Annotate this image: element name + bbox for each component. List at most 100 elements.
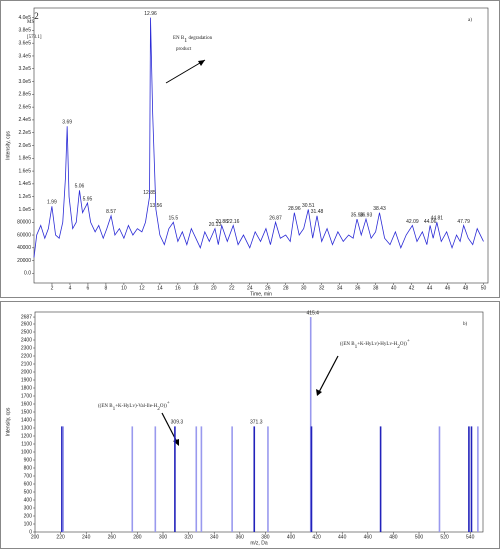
- annotation: EN B1 degradation: [173, 36, 213, 44]
- x-tick-label: 6: [87, 285, 90, 291]
- x-tick-label: 12: [139, 285, 145, 291]
- stem-bar: [61, 426, 63, 532]
- y-tick-label: 2400: [21, 337, 32, 343]
- x-axis-label: m/z, Da: [250, 540, 267, 546]
- peak-label: 415.4: [306, 310, 319, 316]
- peak-label: 20.13: [209, 222, 222, 228]
- peak-label: 371.3: [250, 420, 263, 426]
- peak-label: 38.43: [373, 206, 386, 212]
- y-tick-label: 2.4e5: [18, 117, 31, 123]
- plot-frame: [33, 7, 489, 284]
- stem-bar: [477, 426, 479, 532]
- y-tick-label: 3.2e5: [18, 66, 31, 72]
- stem-bar: [231, 426, 233, 532]
- y-tick-label: 2200: [21, 353, 32, 359]
- stem-bar: [174, 426, 176, 532]
- x-tick-label: 360: [236, 534, 245, 540]
- x-tick-label: 34: [337, 285, 343, 291]
- x-tick-label: 38: [373, 285, 379, 291]
- x-tick-label: 240: [82, 534, 91, 540]
- peak-label: 20.88: [215, 219, 228, 225]
- x-tick-label: 520: [440, 534, 449, 540]
- y-tick-label: 3.8e5: [18, 28, 31, 34]
- y-tick-label: 1100: [21, 441, 32, 447]
- annotation-part: 1: [113, 406, 116, 412]
- arrow-head: [316, 389, 322, 396]
- x-tick-label: 14: [157, 285, 163, 291]
- y-tick-label: 0: [29, 529, 32, 535]
- y-tick-label: 40000: [17, 245, 31, 251]
- y-tick-label: 3.4e5: [18, 53, 31, 59]
- x-tick-label: 48: [463, 285, 469, 291]
- peak-label: 8.57: [106, 209, 116, 215]
- x-tick-label: 30: [301, 285, 307, 291]
- annotation-part: 2: [157, 406, 160, 412]
- y-tick-label: 1.6e5: [18, 168, 31, 174]
- annotation-part: O)): [160, 404, 167, 409]
- y-tick-label: 400: [24, 497, 33, 503]
- x-tick-label: 260: [108, 534, 117, 540]
- x-tick-label: 24: [247, 285, 253, 291]
- x-tick-label: 26: [265, 285, 271, 291]
- y-tick-label: 100: [24, 521, 33, 527]
- stem-bar: [253, 426, 256, 532]
- x-tick-label: 16: [175, 285, 181, 291]
- peak-label: 309.3: [171, 420, 184, 426]
- y-tick-label: 60000: [17, 232, 31, 238]
- y-tick-label: 1000: [21, 449, 32, 455]
- stem-bar: [131, 426, 134, 532]
- stem-bar: [154, 426, 157, 532]
- y-tick-label: 1500: [21, 409, 32, 415]
- stem-bar: [200, 426, 203, 532]
- peak-label: 13.56: [150, 203, 163, 209]
- annotation-part: product: [176, 47, 192, 52]
- y-tick-label: 1400: [21, 417, 32, 423]
- x-tick-label: 440: [338, 534, 347, 540]
- annotation-part: ((EN B: [98, 404, 113, 409]
- x-tick-label: 18: [193, 285, 199, 291]
- peak-label: 36.93: [360, 212, 373, 218]
- annotation-part: +: [407, 338, 410, 344]
- chart-title: MS2: [27, 11, 39, 25]
- peak-label: 42.09: [406, 219, 419, 225]
- x-tick-label: 420: [312, 534, 321, 540]
- annotation-arrow: [317, 355, 339, 395]
- stem-bar: [309, 317, 312, 532]
- x-tick-label: 28: [283, 285, 289, 291]
- peak-label: 5.95: [83, 196, 93, 202]
- x-tick-label: 2: [51, 285, 54, 291]
- x-tick-label: 460: [364, 534, 373, 540]
- annotation-part: degradation: [187, 36, 212, 41]
- x-tick-label: 20: [211, 285, 217, 291]
- stem-bar: [62, 426, 64, 532]
- y-axis-label: Intensity, cps: [5, 131, 11, 160]
- y-tick-label: 1900: [21, 377, 32, 383]
- peak-label: 26.87: [269, 216, 282, 222]
- y-tick-label: 4.0e5: [18, 15, 31, 21]
- series-line: [33, 17, 484, 258]
- x-tick-label: 32: [319, 285, 325, 291]
- y-tick-label: 600: [24, 481, 33, 487]
- peak-label: 3.69: [62, 120, 72, 126]
- peak-label: 44.81: [431, 216, 444, 222]
- y-tick-label: 2100: [21, 361, 32, 367]
- y-tick-label: 3.0e5: [18, 79, 31, 85]
- peak-label: 31.48: [311, 209, 324, 215]
- y-tick-label: 1.0e5: [18, 207, 31, 213]
- annotation-part: 1: [355, 344, 358, 350]
- annotation-part: +K-HyLv)-HyLv-H: [357, 342, 397, 347]
- x-tick-label: 46: [445, 285, 451, 291]
- stem-bar: [379, 426, 382, 532]
- annotation-part: ((EN B: [340, 342, 355, 347]
- annotation-part: EN B: [173, 36, 185, 41]
- peak-label: 30.51: [302, 203, 315, 209]
- title-text: MS: [27, 20, 34, 25]
- peak-label: 47.79: [457, 219, 470, 225]
- x-tick-label: 380: [261, 534, 270, 540]
- panel-frame: [0, 0, 500, 298]
- stem-bar: [470, 426, 473, 532]
- y-tick-label: 200: [24, 513, 33, 519]
- y-tick-label: 2687: [21, 314, 32, 320]
- x-tick-label: 42: [409, 285, 415, 291]
- x-tick-label: 220: [56, 534, 65, 540]
